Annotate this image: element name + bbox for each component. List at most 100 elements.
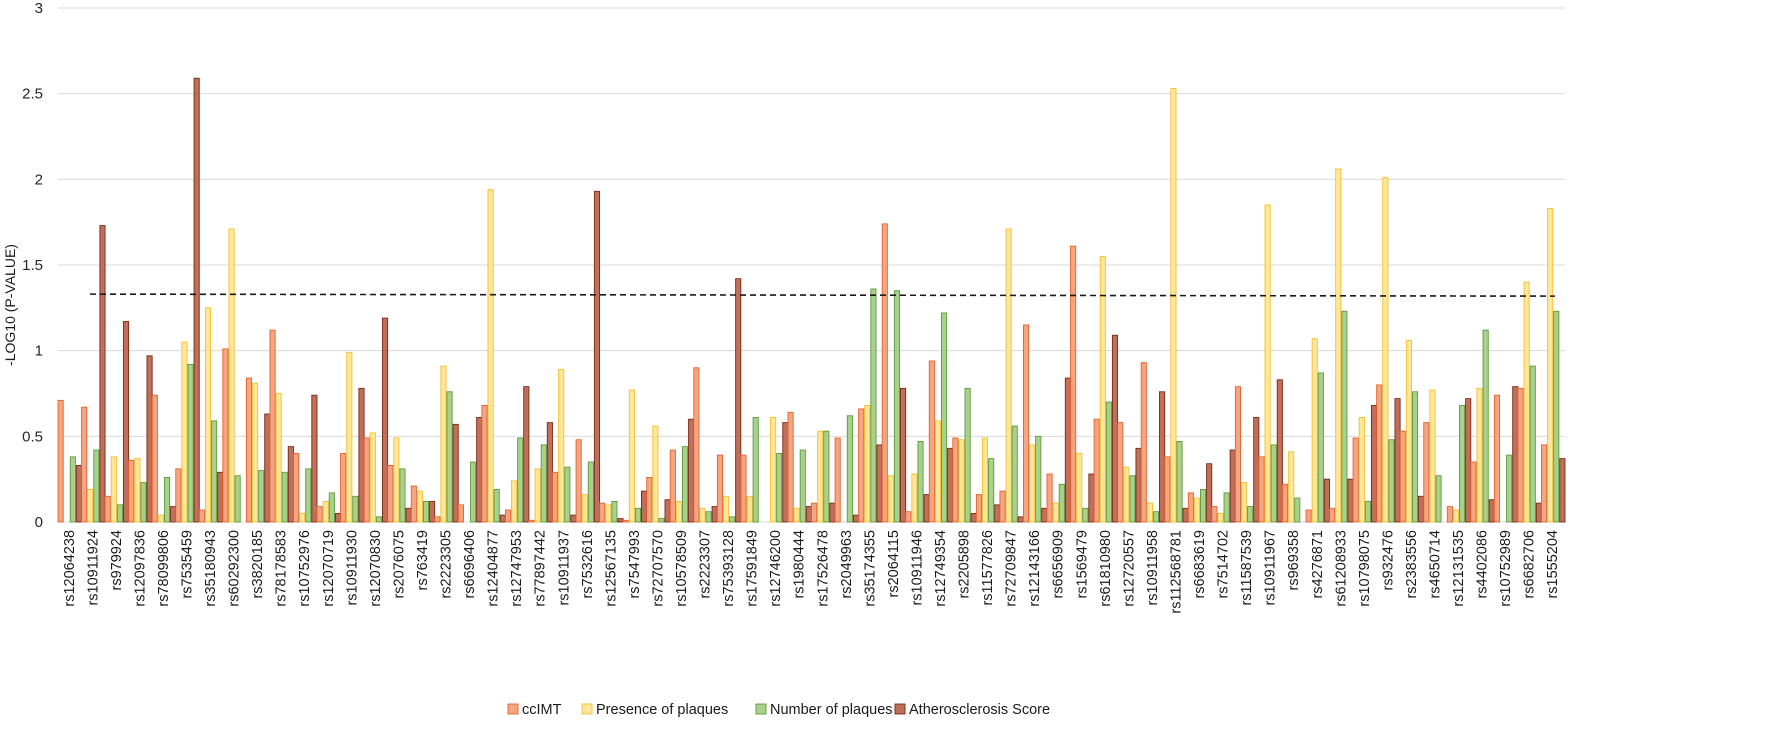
bar-atherosclerosis-score-rs7535459 <box>193 77 200 523</box>
bar-number-of-plaques-rs7514702 <box>1223 492 1230 523</box>
x-tick-label: rs61208933 <box>1333 530 1349 607</box>
bar-atherosclerosis-score-rs979924 <box>122 321 130 523</box>
bar-ccimt-rs763419 <box>410 485 417 523</box>
bar-ccimt-rs2064115 <box>881 223 888 523</box>
bar-ccimt-rs1980444 <box>787 411 794 523</box>
bar-atherosclerosis-score-rs78099806 <box>170 506 177 523</box>
x-tick-label: rs2064115 <box>886 530 902 597</box>
legend-swatch <box>581 703 593 715</box>
bar-ccimt-rs77897442 <box>528 519 535 523</box>
bar-ccimt-rs6683619 <box>1187 492 1194 523</box>
bar-ccimt-rs17591849 <box>740 454 747 523</box>
bar-presence-of-plaques-rs10798075 <box>1358 417 1365 523</box>
x-tick-label: rs12404877 <box>486 530 502 607</box>
bar-presence-of-plaques-rs2205898 <box>958 439 965 523</box>
bar-ccimt-rs72707570 <box>646 477 653 523</box>
bar-number-of-plaques-rs979924 <box>116 504 123 523</box>
x-tick-label: rs12567135 <box>603 530 619 607</box>
bar-atherosclerosis-score-rs6682706 <box>1535 502 1542 523</box>
y-tick-label: 0.5 <box>22 428 43 445</box>
bar-presence-of-plaques-rs10578509 <box>675 500 682 523</box>
bar-ccimt-rs2076075 <box>387 465 394 523</box>
bar-atherosclerosis-score-rs10752989 <box>1512 386 1519 523</box>
bar-number-of-plaques-rs11587539 <box>1247 506 1254 523</box>
bar-atherosclerosis-score-rs12143166 <box>1041 507 1048 523</box>
bar-number-of-plaques-rs11577826 <box>988 458 995 523</box>
bar-presence-of-plaques-rs11587539 <box>1241 482 1248 523</box>
bar-number-of-plaques-rs6696406 <box>470 461 477 523</box>
bar-number-of-plaques-rs3820185 <box>258 470 265 523</box>
bar-presence-of-plaques-rs7535459 <box>181 341 188 523</box>
bar-presence-of-plaques-rs4650714 <box>1429 389 1436 523</box>
bar-ccimt-rs10752976 <box>293 453 300 523</box>
bar-number-of-plaques-rs2049963 <box>846 415 853 523</box>
bar-number-of-plaques-rs12143166 <box>1035 435 1042 523</box>
x-tick-label: rs10911946 <box>909 530 925 606</box>
x-tick-label: rs3820185 <box>250 530 266 599</box>
bar-ccimt-rs12097836 <box>128 459 135 523</box>
x-tick-label: rs7547993 <box>627 530 643 599</box>
bar-atherosclerosis-score-rs11577826 <box>994 504 1001 523</box>
bar-atherosclerosis-score-rs12720557 <box>1135 447 1142 523</box>
legend-label: Atherosclerosis Score <box>909 702 1050 718</box>
bar-ccimt-rs6682706 <box>1517 387 1524 523</box>
x-tick-label: rs932476 <box>1380 530 1396 590</box>
x-tick-label: rs11577826 <box>980 530 996 606</box>
x-tick-label: rs10752976 <box>297 530 313 607</box>
bar-ccimt-rs12070719 <box>316 506 323 523</box>
x-tick-label: rs4402086 <box>1475 530 1491 599</box>
bar-number-of-plaques-rs2223305 <box>446 391 453 523</box>
bar-presence-of-plaques-rs2383556 <box>1405 339 1412 523</box>
x-tick-label: rs17526478 <box>815 530 831 607</box>
bar-presence-of-plaques-rs112568781 <box>1170 88 1177 523</box>
bar-number-of-plaques-rs763419 <box>422 500 430 523</box>
bar-ccimt-rs2223305 <box>434 516 441 523</box>
bar-atherosclerosis-score-rs7514702 <box>1229 449 1236 523</box>
bar-number-of-plaques-rs6682706 <box>1529 365 1536 523</box>
bar-ccimt-rs4650714 <box>1423 422 1430 523</box>
bar-ccimt-rs10911958 <box>1140 362 1147 523</box>
bar-ccimt-rs12064238 <box>57 399 64 523</box>
x-tick-label: rs12747953 <box>509 530 525 607</box>
bar-presence-of-plaques-rs1569479 <box>1076 453 1083 523</box>
bar-number-of-plaques-rs12567135 <box>611 500 618 523</box>
bar-number-of-plaques-rs35174355 <box>870 288 877 523</box>
bar-atherosclerosis-score-rs10911946 <box>923 494 930 523</box>
bar-number-of-plaques-rs1980444 <box>799 449 806 523</box>
bar-ccimt-rs10798075 <box>1352 437 1359 523</box>
bar-number-of-plaques-rs932476 <box>1388 439 1395 523</box>
bar-presence-of-plaques-rs12567135 <box>605 504 612 523</box>
bar-number-of-plaques-rs61208933 <box>1341 310 1348 523</box>
x-tick-label: rs12143166 <box>1027 530 1043 607</box>
bar-ccimt-rs60292300 <box>222 348 229 523</box>
bar-presence-of-plaques-rs11577826 <box>982 437 989 523</box>
x-tick-label: rs6683619 <box>1192 530 1208 599</box>
bar-number-of-plaques-rs969358 <box>1294 497 1301 523</box>
bar-presence-of-plaques-rs75393128 <box>722 495 730 523</box>
bar-number-of-plaques-rs2064115 <box>893 290 901 523</box>
bar-number-of-plaques-rs60292300 <box>234 475 241 523</box>
legend: ccIMT Presence of plaques Number of plaque… <box>507 702 1050 718</box>
bar-presence-of-plaques-rs12720557 <box>1123 466 1130 523</box>
bar-atherosclerosis-score-rs3820185 <box>264 413 271 523</box>
bar-atherosclerosis-score-rs6683619 <box>1206 463 1213 523</box>
bar-atherosclerosis-score-rs35180943 <box>217 471 224 523</box>
bar-presence-of-plaques-rs10911958 <box>1146 502 1153 523</box>
bar-atherosclerosis-score-rs75393128 <box>735 278 742 523</box>
bar-number-of-plaques-rs10911930 <box>352 495 359 523</box>
y-tick-label: 3 <box>35 0 43 17</box>
x-tick-label: rs979924 <box>109 530 125 590</box>
bar-presence-of-plaques-rs1980444 <box>793 507 800 523</box>
x-tick-label: rs969358 <box>1286 530 1302 590</box>
bar-number-of-plaques-rs2223307 <box>705 511 712 523</box>
bar-atherosclerosis-score-rs2049963 <box>852 514 860 523</box>
bar-number-of-plaques-rs7535459 <box>187 363 194 523</box>
bar-presence-of-plaques-rs10911937 <box>558 369 565 523</box>
bar-presence-of-plaques-rs12746200 <box>770 417 777 523</box>
bar-ccimt-rs2223307 <box>693 367 700 523</box>
x-tick-label: rs10911958 <box>1145 530 1161 606</box>
bar-atherosclerosis-score-rs6696406 <box>476 417 483 523</box>
bar-number-of-plaques-rs12747953 <box>517 437 524 523</box>
bar-atherosclerosis-score-rs12070830 <box>381 317 389 523</box>
